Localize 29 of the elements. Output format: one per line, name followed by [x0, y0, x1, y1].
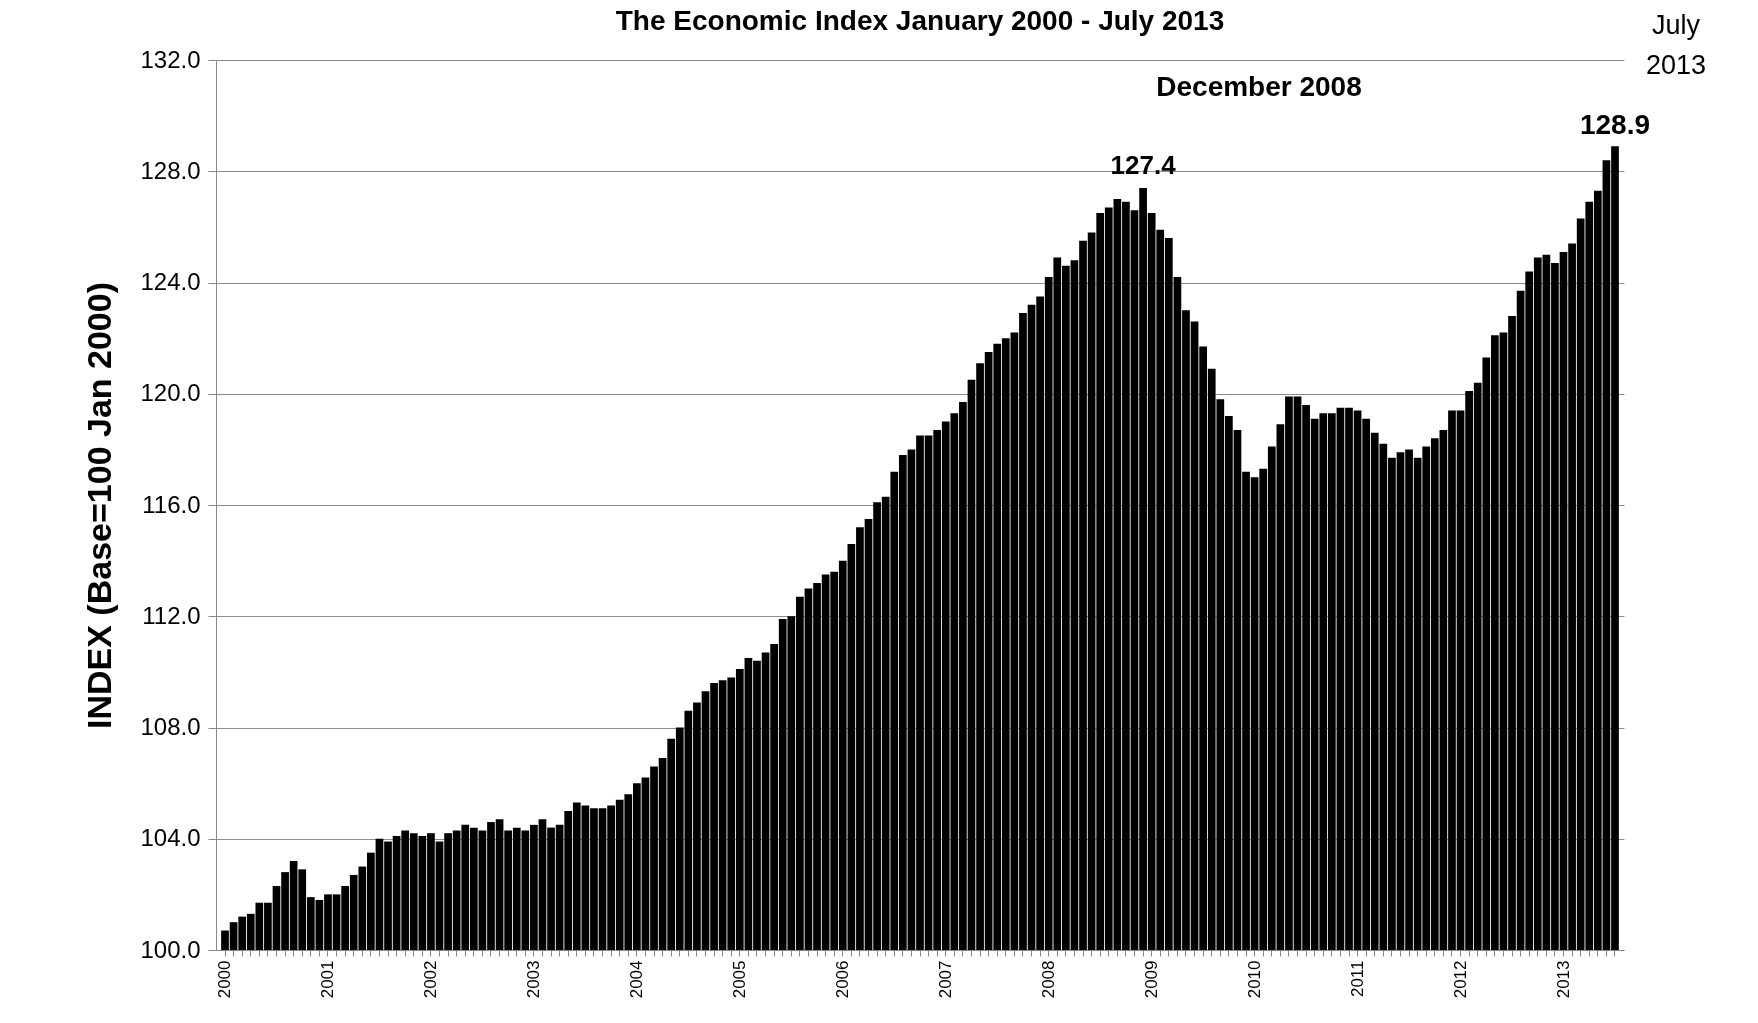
x-tick-label: 2013 — [1553, 960, 1573, 999]
y-tick-label: 124.0 — [140, 268, 201, 295]
x-tick-label: 2010 — [1244, 960, 1264, 999]
y-tick-label: 108.0 — [140, 713, 201, 740]
x-tick-label: 2003 — [523, 960, 543, 999]
text: July 2013 — [1645, 10, 1707, 80]
y-tick-label: 104.0 — [140, 824, 201, 852]
x-tick-label: 2011 — [1347, 960, 1367, 998]
y-tick-label: 132.0 — [140, 45, 201, 73]
x-tick-label: 2012 — [1450, 960, 1470, 999]
x-tick-label: 2000 — [215, 960, 235, 999]
x-tick-label: 2001 — [317, 960, 337, 999]
x-tick-label: 2005 — [729, 960, 749, 999]
annotation: December 2008 — [1156, 71, 1362, 102]
data-label: 128.9 — [1579, 109, 1651, 141]
chart-title: The Economic Index January 2000 - July 2013 — [615, 5, 1225, 36]
x-tick-label: 2009 — [1141, 960, 1161, 999]
x-tick-label: 2002 — [420, 960, 440, 999]
x-tick-label: 2006 — [832, 960, 852, 999]
data-label: 127.4 — [1110, 149, 1177, 180]
x-tick-label: 2004 — [626, 960, 646, 999]
y-tick-label: 112.0 — [142, 601, 201, 629]
y-tick-label: 128.0 — [140, 156, 201, 184]
x-tick-label: 2008 — [1038, 960, 1058, 999]
x-tick-label: 2007 — [935, 960, 955, 999]
y-tick-label: 116.0 — [142, 490, 201, 518]
y-tick-label: 120.0 — [140, 379, 201, 407]
y-axis-title: INDEX (Base=100 Jan 2000) — [80, 282, 119, 729]
y-tick-label: 100.0 — [140, 935, 201, 963]
